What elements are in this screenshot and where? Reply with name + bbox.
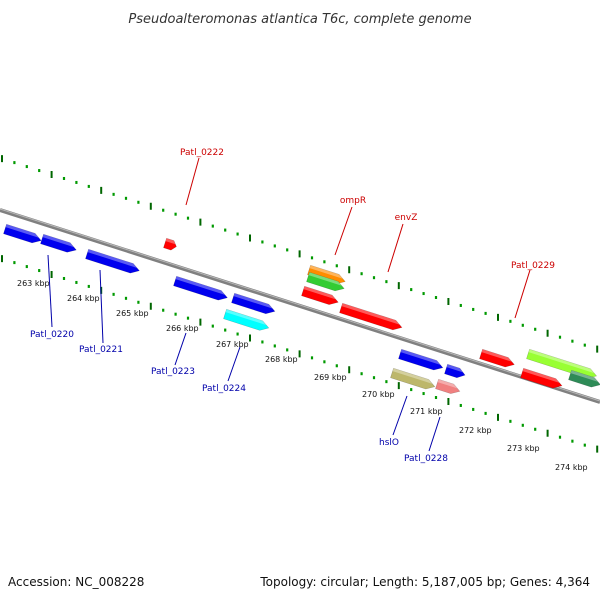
gene-label-patl-0228[interactable]: Patl_0228: [404, 454, 448, 464]
gene-arrow[interactable]: [85, 248, 140, 275]
inner-tick-track: [1, 255, 599, 453]
gene-arrow[interactable]: [231, 292, 276, 316]
gene-arrow-body: [568, 369, 600, 388]
kbp-scale-labels: 263 kbp 264 kbp 265 kbp 266 kbp 267 kbp …: [17, 279, 588, 472]
gene-arrow-highlight: [233, 293, 273, 309]
gene-arrow[interactable]: [435, 378, 461, 396]
leader-line: [428, 416, 441, 452]
gene-arrow-body: [40, 233, 77, 253]
kbp-label: 266 kbp: [166, 324, 199, 333]
gene-arrow-body: [398, 348, 444, 371]
gene-arrow-highlight: [341, 303, 400, 325]
gene-arrow-highlight: [446, 364, 463, 373]
leader-line: [334, 206, 353, 256]
kbp-label: 270 kbp: [362, 390, 395, 399]
gene-arrow-highlight: [225, 309, 267, 326]
gene-arrow-highlight: [5, 224, 39, 238]
gene-arrow-highlight: [392, 368, 433, 384]
gene-label-patl-0229[interactable]: Patl_0229: [511, 261, 555, 271]
map-title: Pseudoalteromonas atlantica T6c, complet…: [128, 12, 471, 27]
gene-arrow-highlight: [528, 349, 595, 374]
gene-arrow[interactable]: [306, 271, 345, 293]
kbp-label: 264 kbp: [67, 294, 100, 303]
gene-arrow-body: [307, 264, 346, 285]
gene-arrow-highlight: [42, 234, 74, 248]
gene-arrow-highlight: [165, 238, 176, 245]
gene-label-hslo[interactable]: hslO: [379, 438, 399, 448]
gene-arrow-body: [223, 308, 270, 331]
gene-arrow[interactable]: [444, 363, 466, 380]
leader-line: [227, 346, 241, 382]
gene-label-patl-0220[interactable]: Patl_0220: [30, 330, 74, 340]
leader-line: [47, 254, 53, 328]
gene-arrow-highlight: [400, 349, 441, 365]
genome-summary-text: Topology: circular; Length: 5,187,005 bp…: [259, 575, 590, 589]
outer-tick-track: [1, 155, 599, 353]
gene-arrow-highlight: [308, 272, 342, 286]
gene-arrow[interactable]: [479, 348, 515, 369]
leader-line: [185, 157, 200, 206]
gene-arrow[interactable]: [339, 302, 403, 332]
gene-arrow-highlight: [175, 276, 225, 295]
gene-arrow-body: [479, 348, 515, 368]
gene-arrow[interactable]: [398, 348, 444, 372]
gene-arrow-highlight: [437, 379, 458, 389]
gene-arrow-body: [231, 292, 276, 314]
kbp-label: 263 kbp: [17, 279, 50, 288]
leader-line: [392, 395, 408, 436]
gene-labels: Patl_0222 ompR envZ Patl_0229 Patl_0220 …: [30, 148, 555, 464]
gene-arrow-highlight: [570, 370, 599, 382]
gene-track: [3, 223, 600, 396]
kbp-label: 265 kbp: [116, 309, 149, 318]
kbp-label: 272 kbp: [459, 426, 492, 435]
genome-backbone: [0, 208, 600, 404]
gene-arrow-body: [173, 275, 228, 301]
gene-arrow[interactable]: [3, 223, 42, 245]
gene-label-patl-0223[interactable]: Patl_0223: [151, 367, 195, 377]
kbp-label: 273 kbp: [507, 444, 540, 453]
kbp-label: 268 kbp: [265, 355, 298, 364]
gene-arrow-body: [3, 223, 42, 244]
leader-line: [174, 332, 187, 366]
gene-arrow[interactable]: [301, 285, 339, 307]
gene-arrow[interactable]: [223, 308, 270, 333]
gene-arrow-body: [520, 367, 563, 389]
gene-arrow-body: [390, 367, 436, 390]
gene-label-ompr[interactable]: ompR: [340, 196, 366, 206]
gene-arrow-body: [444, 363, 466, 378]
gene-arrow[interactable]: [568, 369, 600, 389]
kbp-label: 269 kbp: [314, 373, 347, 382]
kbp-label: 274 kbp: [555, 463, 588, 472]
gene-arrow-highlight: [522, 368, 560, 383]
leader-line: [387, 223, 404, 273]
gene-arrow[interactable]: [390, 367, 436, 391]
gene-label-patl-0224[interactable]: Patl_0224: [202, 384, 246, 394]
gene-arrow-body: [306, 271, 345, 292]
gene-arrow-body: [85, 248, 140, 274]
leader-line: [514, 269, 531, 319]
gene-arrow[interactable]: [40, 233, 77, 254]
gene-arrow-body: [301, 285, 339, 305]
gene-arrow-body: [163, 237, 177, 251]
gene-arrow[interactable]: [173, 275, 228, 302]
kbp-label: 267 kbp: [216, 340, 249, 349]
leader-line: [99, 269, 104, 344]
gene-label-envz[interactable]: envZ: [395, 213, 418, 223]
gene-arrow-highlight: [481, 349, 512, 362]
accession-text: Accession: NC_008228: [8, 575, 144, 589]
genome-backbone-highlight: [0, 208, 600, 402]
gene-arrow[interactable]: [307, 264, 346, 286]
gene-arrow-highlight: [309, 265, 343, 279]
gene-arrow[interactable]: [163, 237, 177, 251]
gene-arrow[interactable]: [520, 367, 563, 390]
gene-arrow-highlight: [87, 249, 137, 268]
gene-label-patl-0221[interactable]: Patl_0221: [79, 345, 123, 355]
kbp-label: 271 kbp: [410, 407, 443, 416]
gene-arrow-body: [339, 302, 403, 331]
gene-arrow-highlight: [303, 286, 336, 300]
gene-label-patl-0222[interactable]: Patl_0222: [180, 148, 224, 158]
gene-arrow-body: [435, 378, 461, 394]
